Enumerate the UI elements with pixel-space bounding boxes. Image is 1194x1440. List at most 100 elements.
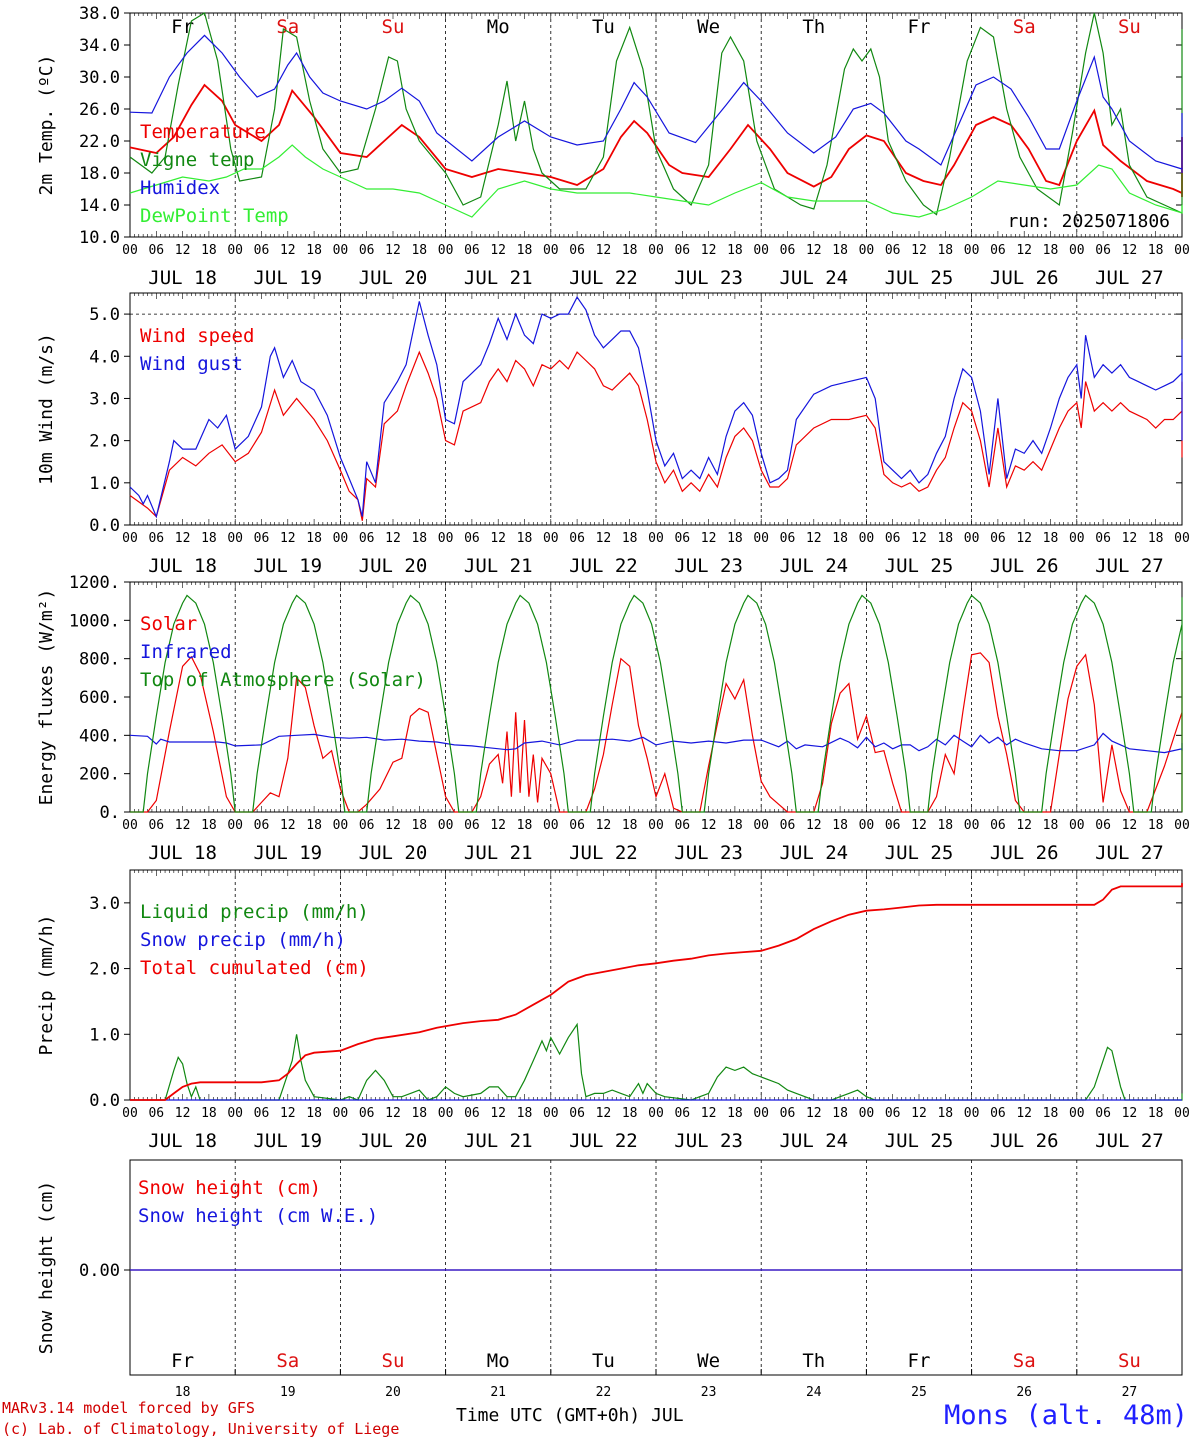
y-axis-label: Precip (mm/h) [36,915,57,1056]
date-label: JUL 18 [148,267,217,289]
weekday-label: Fr [908,16,931,38]
day-number-label: 20 [385,1385,401,1400]
hour-tick-label: 12 [701,243,717,258]
weekday-label: Mo [487,16,510,38]
hour-tick-label: 12 [911,243,927,258]
y-tick-label: 800. [79,650,120,670]
hour-tick-label: 12 [1016,243,1032,258]
date-label: JUL 25 [885,1130,954,1152]
y-tick-label: 600. [79,688,120,708]
y-tick-label: 3.0 [89,894,120,914]
hour-tick-label: 06 [464,818,480,833]
hour-tick-label: 06 [464,1106,480,1121]
hour-tick-label: 06 [464,243,480,258]
hour-tick-label: 12 [490,1106,506,1121]
hour-tick-label: 12 [385,818,401,833]
hour-tick-label: 12 [596,243,612,258]
hour-tick-label: 12 [280,1106,296,1121]
hour-tick-label: 18 [1148,531,1164,546]
hour-tick-label: 12 [806,818,822,833]
hour-tick-label: 00 [1174,818,1190,833]
hour-tick-label: 06 [464,531,480,546]
hour-tick-label: 12 [701,531,717,546]
hour-tick-label: 12 [1016,531,1032,546]
hour-tick-label: 00 [333,243,349,258]
hour-tick-label: 00 [122,243,138,258]
hour-tick-label: 18 [622,531,638,546]
hour-tick-label: 12 [1122,243,1138,258]
legend-entry: Wind gust [140,353,243,375]
hour-tick-label: 00 [753,243,769,258]
weekday-label: Th [802,16,825,38]
weekday-label: Sa [276,16,299,38]
hour-tick-label: 18 [622,1106,638,1121]
hour-tick-label: 00 [122,531,138,546]
hour-tick-label: 12 [911,818,927,833]
hour-tick-label: 12 [175,818,191,833]
hour-tick-label: 18 [1043,243,1059,258]
hour-tick-label: 00 [543,243,559,258]
hour-tick-label: 06 [254,243,270,258]
date-label: JUL 26 [990,842,1059,864]
hour-tick-label: 00 [122,1106,138,1121]
hour-tick-label: 18 [727,531,743,546]
hour-tick-label: 06 [885,818,901,833]
legend-entry: Temperature [140,121,266,143]
hour-tick-label: 00 [1069,531,1085,546]
y-tick-label: 0.00 [79,1261,120,1281]
y-tick-label: 2.0 [89,960,120,980]
hour-tick-label: 06 [780,531,796,546]
date-label: JUL 25 [885,267,954,289]
hour-tick-label: 18 [937,243,953,258]
day-number-label: 18 [175,1385,191,1400]
y-tick-label: 10.0 [79,228,120,248]
hour-tick-label: 00 [648,1106,664,1121]
hour-tick-label: 12 [175,531,191,546]
hour-tick-label: 00 [122,818,138,833]
date-label: JUL 24 [779,842,848,864]
hour-tick-label: 00 [333,531,349,546]
y-tick-label: 22.0 [79,132,120,152]
date-label: JUL 27 [1095,842,1164,864]
hour-tick-label: 18 [1148,243,1164,258]
series-line-total-cumulated-cm- [130,883,1183,1101]
weekday-label: Su [382,16,405,38]
y-tick-label: 38.0 [79,4,120,24]
hour-tick-label: 00 [1174,243,1190,258]
y-tick-label: 0.0 [89,1091,120,1111]
day-number-label: 26 [1016,1385,1032,1400]
hour-tick-label: 00 [1069,818,1085,833]
legend-entry: Snow precip (mm/h) [140,929,346,951]
hour-tick-label: 00 [859,818,875,833]
weekday-label: Tu [592,16,615,38]
hour-tick-label: 06 [990,818,1006,833]
legend-entry: DewPoint Temp [140,205,289,227]
hour-tick-label: 00 [1174,531,1190,546]
hour-tick-label: 06 [359,1106,375,1121]
hour-tick-label: 06 [990,243,1006,258]
hour-tick-label: 06 [569,818,585,833]
y-tick-label: 26.0 [79,100,120,120]
series-line-wind-speed [129,350,1183,521]
hour-tick-label: 06 [1095,531,1111,546]
hour-tick-label: 00 [753,818,769,833]
series-line-vigne-temp [129,12,1183,216]
hour-tick-label: 00 [333,818,349,833]
date-label: JUL 20 [359,1130,428,1152]
hour-tick-label: 00 [1069,243,1085,258]
hour-tick-label: 18 [1148,1106,1164,1121]
hour-tick-label: 18 [622,818,638,833]
hour-tick-label: 06 [674,243,690,258]
y-tick-label: 5.0 [89,305,120,325]
hour-tick-label: 06 [885,243,901,258]
hour-tick-label: 06 [148,818,164,833]
hour-tick-label: 12 [911,1106,927,1121]
hour-tick-label: 12 [1122,1106,1138,1121]
hour-tick-label: 06 [254,1106,270,1121]
series-line-solar [130,651,1183,813]
hour-tick-label: 00 [438,243,454,258]
hour-tick-label: 12 [701,1106,717,1121]
series-line-wind-gust [129,296,1183,519]
hour-tick-label: 06 [780,818,796,833]
hour-tick-label: 00 [753,1106,769,1121]
